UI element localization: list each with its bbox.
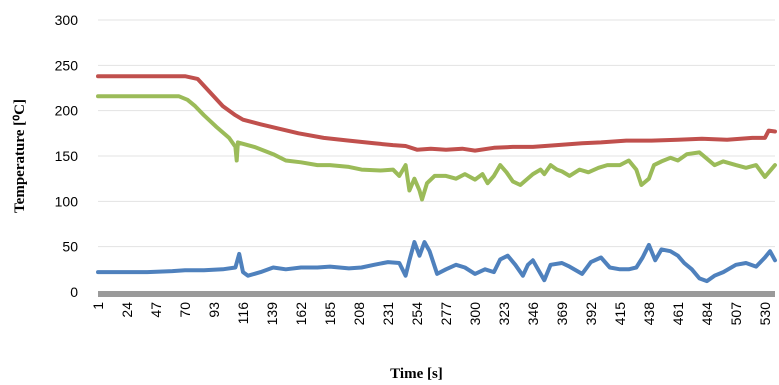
x-tick-label: 277 (438, 302, 454, 326)
y-tick-labels: 0 50 100 150 200 250 300 (55, 12, 79, 300)
x-tick-label: 415 (612, 302, 628, 326)
y-tick-label: 0 (70, 284, 78, 300)
x-tick-label: 300 (467, 302, 483, 326)
y-tick-label: 100 (55, 193, 79, 209)
x-tick-labels: 1 24 47 70 93 116 139 162 185 208 231 254 277 300 323 3… (90, 302, 773, 326)
y-tick-label: 250 (55, 57, 79, 73)
x-tick-label: 530 (757, 302, 773, 326)
x-tick-label: 70 (177, 302, 193, 318)
x-tick-label: 24 (119, 302, 135, 318)
x-tick-label: 231 (380, 302, 396, 326)
series-line-3 (96, 240, 777, 284)
y-axis-title: Temperature [⁰C] (12, 99, 28, 213)
x-tick-label: 438 (641, 302, 657, 326)
x-tick-label: 346 (525, 302, 541, 326)
x-tick-label: 116 (235, 302, 251, 325)
x-tick-label: 93 (206, 302, 222, 318)
x-tick-label: 484 (699, 302, 715, 326)
x-tick-label: 254 (409, 302, 425, 326)
gridlines (98, 19, 775, 248)
x-tick-label: 47 (148, 302, 164, 318)
x-tick-label: 1 (90, 302, 106, 310)
y-tick-label: 200 (55, 103, 79, 119)
series-lines (96, 74, 777, 284)
series-line-2 (96, 94, 777, 202)
x-tick-label: 185 (322, 302, 338, 326)
x-tick-label: 369 (554, 302, 570, 326)
x-axis-bar (98, 291, 775, 297)
x-tick-label: 392 (583, 302, 599, 326)
x-tick-label: 461 (670, 302, 686, 326)
x-tick-label: 507 (728, 302, 744, 326)
x-tick-label: 139 (264, 302, 280, 326)
y-tick-label: 50 (62, 239, 78, 255)
x-tick-label: 208 (351, 302, 367, 326)
y-tick-label: 300 (55, 12, 79, 28)
x-tick-label: 162 (293, 302, 309, 326)
series-line-1 (96, 74, 777, 153)
x-axis-title: Time [s] (390, 366, 443, 382)
y-tick-label: 150 (55, 148, 79, 164)
x-tick-label: 323 (496, 302, 512, 326)
